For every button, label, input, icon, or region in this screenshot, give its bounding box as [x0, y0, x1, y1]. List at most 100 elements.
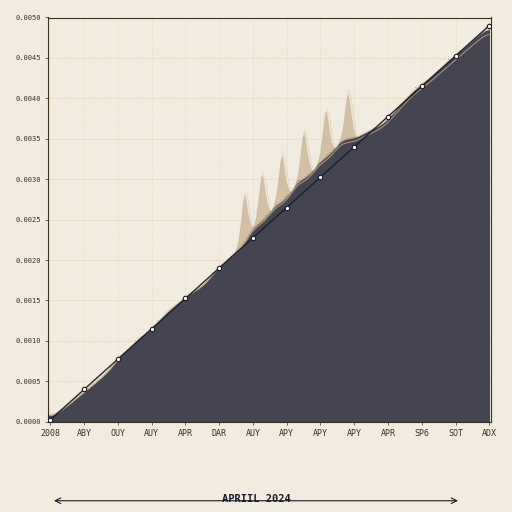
Bar — [206, 280, 208, 422]
Bar — [162, 315, 164, 422]
Bar — [246, 237, 248, 422]
Point — [350, 143, 358, 151]
Bar — [137, 338, 140, 422]
Bar — [215, 269, 217, 422]
Bar — [248, 234, 250, 422]
Bar — [241, 244, 243, 422]
Bar — [283, 199, 285, 422]
Bar — [135, 340, 137, 422]
Bar — [385, 120, 387, 422]
Bar — [362, 133, 365, 422]
Bar — [431, 75, 433, 422]
Bar — [479, 33, 482, 422]
Bar — [334, 147, 336, 422]
Bar — [305, 176, 307, 422]
Bar — [184, 296, 186, 422]
Bar — [89, 386, 91, 422]
Bar — [62, 408, 65, 422]
Bar — [318, 162, 321, 422]
Bar — [367, 131, 369, 422]
Bar — [210, 275, 212, 422]
Bar — [142, 334, 144, 422]
Bar — [49, 415, 51, 422]
Bar — [179, 300, 182, 422]
Bar — [316, 164, 318, 422]
Bar — [223, 261, 226, 422]
Bar — [290, 191, 292, 422]
Bar — [133, 343, 135, 422]
Bar — [98, 379, 100, 422]
Bar — [420, 84, 422, 422]
Bar — [272, 208, 274, 422]
Bar — [462, 48, 464, 422]
Point — [80, 386, 88, 394]
Bar — [301, 179, 303, 422]
Bar — [144, 333, 146, 422]
Point — [418, 82, 426, 90]
Bar — [457, 52, 459, 422]
Text: APRIIL 2024: APRIIL 2024 — [222, 494, 290, 504]
Bar — [343, 140, 345, 422]
Bar — [477, 35, 479, 422]
Bar — [219, 265, 221, 422]
Bar — [365, 132, 367, 422]
Bar — [91, 385, 93, 422]
Bar — [126, 349, 129, 422]
Bar — [298, 180, 301, 422]
Bar — [146, 331, 148, 422]
Bar — [332, 150, 334, 422]
Bar — [122, 353, 124, 422]
Bar — [404, 98, 407, 422]
Bar — [60, 409, 62, 422]
Bar — [444, 63, 446, 422]
Bar — [356, 136, 358, 422]
Bar — [204, 282, 206, 422]
Bar — [391, 113, 393, 422]
Bar — [115, 360, 118, 422]
Bar — [58, 411, 60, 422]
Bar — [76, 397, 78, 422]
Bar — [237, 249, 239, 422]
Bar — [177, 302, 179, 422]
Bar — [54, 413, 56, 422]
Bar — [170, 307, 173, 422]
Point — [485, 22, 494, 30]
Bar — [113, 362, 115, 422]
Bar — [360, 134, 362, 422]
Bar — [418, 86, 420, 422]
Bar — [482, 31, 484, 422]
Bar — [440, 68, 442, 422]
Bar — [442, 66, 444, 422]
Bar — [321, 160, 323, 422]
Bar — [294, 185, 296, 422]
Bar — [261, 220, 263, 422]
Bar — [351, 137, 354, 422]
Bar — [310, 172, 312, 422]
Bar — [104, 373, 106, 422]
Point — [46, 416, 54, 424]
Bar — [157, 321, 160, 422]
Bar — [270, 210, 272, 422]
Bar — [358, 135, 360, 422]
Bar — [168, 309, 170, 422]
Bar — [486, 29, 488, 422]
Bar — [124, 351, 126, 422]
Bar — [186, 295, 188, 422]
Bar — [190, 292, 193, 422]
Bar — [243, 241, 246, 422]
Bar — [221, 263, 223, 422]
Bar — [296, 182, 298, 422]
Bar — [151, 327, 153, 422]
Bar — [259, 222, 261, 422]
Bar — [230, 255, 232, 422]
Bar — [87, 388, 89, 422]
Bar — [279, 202, 281, 422]
Bar — [387, 118, 389, 422]
Bar — [382, 122, 385, 422]
Bar — [488, 29, 490, 422]
Bar — [437, 69, 440, 422]
Bar — [426, 79, 429, 422]
Bar — [281, 201, 283, 422]
Bar — [323, 158, 325, 422]
Bar — [345, 139, 347, 422]
